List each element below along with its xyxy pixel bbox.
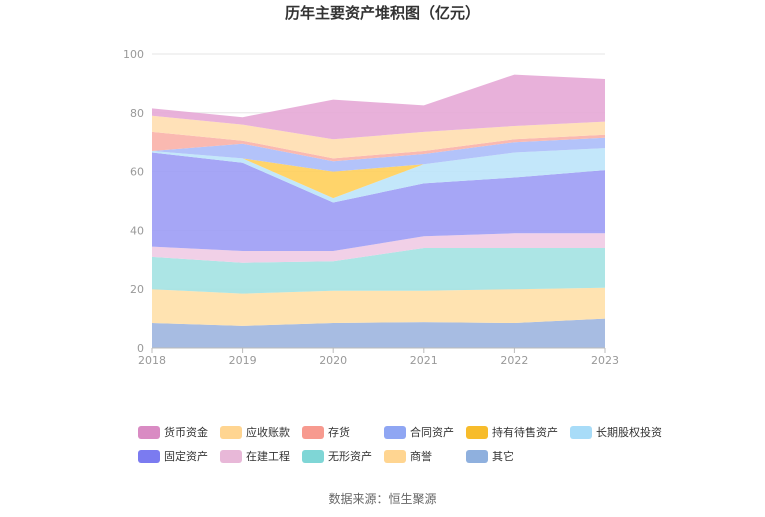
legend-label: 固定资产 [164,450,208,463]
legend-label: 货币资金 [164,426,208,439]
legend-item[interactable]: 长期股权投资 [570,424,662,440]
x-tick-label: 2018 [138,354,166,367]
legend-item[interactable]: 固定资产 [138,448,208,464]
legend-swatch [302,449,324,463]
legend-item[interactable]: 其它 [466,448,558,464]
area-series-8[interactable] [152,131,605,162]
legend-swatch [384,449,406,463]
y-tick-label: 20 [130,283,144,296]
legend-swatch [138,449,160,463]
legend-item[interactable]: 货币资金 [138,424,208,440]
legend-swatch [220,425,242,439]
x-tick-label: 2023 [591,354,619,367]
area-series-4[interactable] [152,152,605,252]
y-tick-label: 80 [130,107,144,120]
legend-item[interactable]: 在建工程 [220,448,290,464]
area-series-1[interactable] [152,287,605,326]
legend-label: 持有待售资产 [492,426,558,439]
legend-item[interactable]: 无形资产 [302,448,372,464]
legend-label: 合同资产 [410,426,454,439]
data-source-note: 数据来源：恒生聚源 [328,492,437,506]
y-tick-label: 40 [130,224,144,237]
legend-swatch [466,425,488,439]
legend-item[interactable]: 存货 [302,424,372,440]
y-tick-label: 0 [137,342,144,355]
axes: 0 20 40 60 80 100 2018 2019 2020 2021 2022 2023 [123,48,619,367]
area-series-0[interactable] [152,318,605,348]
legend-item[interactable]: 应收账款 [220,424,290,440]
legend-label: 长期股权投资 [596,426,662,439]
legend-label: 应收账款 [246,426,290,439]
area-series-9[interactable] [152,115,605,159]
legend-label: 其它 [492,450,514,463]
legend-item[interactable]: 商誉 [384,448,454,464]
x-tick-label: 2021 [410,354,438,367]
legend-label: 无形资产 [328,450,372,463]
legend-item[interactable]: 持有待售资产 [466,424,558,440]
x-tick-label: 2022 [500,354,528,367]
legend-label: 在建工程 [246,450,290,463]
legend-item[interactable]: 合同资产 [384,424,454,440]
legend-swatch [302,425,324,439]
y-tick-label: 60 [130,166,144,179]
legend-swatch [138,425,160,439]
legend: 货币资金 应收账款 存货 合同资产 持有待售资产 长期股权投资固定资产 在建工程 无形资产 商誉… [138,424,662,464]
legend-label: 存货 [328,426,350,439]
area-series-3[interactable] [152,233,605,263]
area-series-layer [152,74,605,348]
legend-label: 商誉 [410,450,432,463]
area-series-7[interactable] [152,137,605,172]
legend-swatch [384,425,406,439]
y-tick-label: 100 [123,48,144,61]
area-series-6[interactable] [152,148,605,199]
x-tick-label: 2020 [319,354,347,367]
legend-swatch [570,425,592,439]
area-series-5[interactable] [152,148,605,203]
chart-title: 历年主要资产堆积图（亿元） [284,4,480,22]
area-series-10[interactable] [152,74,605,140]
stacked-area-chart: 0 20 40 60 80 100 2018 2019 2020 2021 2022 2023 [123,48,619,367]
area-series-2[interactable] [152,248,605,294]
legend-swatch [466,449,488,463]
legend-swatch [220,449,242,463]
x-tick-label: 2019 [229,354,257,367]
